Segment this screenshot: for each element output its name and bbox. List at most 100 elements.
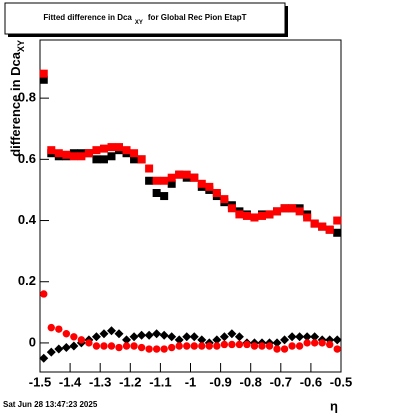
square-marker: [160, 192, 169, 201]
diamond-marker: [122, 335, 132, 345]
circle-marker: [303, 339, 311, 347]
y-tick-label: 0.2: [18, 273, 36, 288]
square-marker: [152, 176, 161, 185]
square-marker: [92, 155, 101, 164]
square-marker: [310, 219, 319, 228]
diamond-marker: [234, 332, 244, 342]
circle-marker: [160, 345, 168, 353]
diamond-marker: [99, 329, 109, 339]
title-sub: XY: [135, 20, 143, 26]
square-marker: [145, 164, 154, 173]
square-marker: [220, 195, 229, 204]
diamond-marker: [167, 332, 177, 342]
square-marker: [212, 188, 221, 197]
circle-marker: [55, 325, 63, 333]
square-marker: [160, 176, 169, 185]
square-marker: [257, 211, 266, 220]
diamond-marker: [310, 332, 320, 342]
square-marker: [77, 152, 86, 161]
x-tick-label: -0.5: [330, 374, 352, 389]
square-marker: [47, 146, 56, 155]
square-marker: [288, 204, 297, 213]
diamond-marker: [174, 335, 184, 345]
diamond-marker: [295, 332, 305, 342]
circle-marker: [130, 342, 138, 350]
square-marker: [318, 222, 327, 231]
diamond-marker: [197, 335, 207, 345]
square-marker: [99, 144, 108, 153]
x-tick-label: -1.5: [29, 374, 51, 389]
circle-marker: [175, 342, 183, 350]
square-marker: [137, 155, 146, 164]
circle-marker: [333, 345, 341, 353]
square-marker: [152, 188, 161, 197]
circle-marker: [107, 342, 116, 350]
square-marker: [62, 150, 71, 159]
square-marker: [325, 225, 334, 234]
diamond-marker: [39, 353, 49, 363]
x-tick-label: -1.4: [59, 374, 82, 389]
y-tick-label: 0.6: [18, 151, 36, 166]
circle-marker: [85, 339, 93, 347]
square-marker: [303, 213, 312, 222]
diamond-marker: [114, 329, 124, 339]
square-marker: [182, 170, 191, 179]
x-axis-label: η: [330, 398, 338, 413]
diamond-marker: [227, 329, 237, 339]
square-marker: [235, 210, 244, 219]
circle-marker: [62, 330, 71, 338]
square-marker: [227, 204, 236, 213]
diamond-marker: [280, 335, 290, 345]
square-marker: [122, 146, 131, 155]
circle-marker: [47, 323, 55, 332]
title-main: Fitted difference in Dca: [43, 13, 132, 22]
y-tick-label: 0.4: [18, 212, 37, 227]
circle-marker: [145, 345, 153, 353]
square-marker: [242, 211, 251, 220]
y-tick-label: 0: [29, 334, 36, 349]
square-marker: [107, 152, 116, 161]
square-marker: [295, 207, 304, 216]
square-marker: [39, 69, 48, 78]
diamond-marker: [302, 332, 312, 342]
diamond-marker: [272, 338, 282, 348]
square-marker: [54, 149, 63, 158]
circle-marker: [152, 345, 161, 353]
x-tick-label: -0.9: [209, 374, 231, 389]
y-label-sub: XY: [16, 40, 26, 52]
diamond-marker: [219, 332, 229, 342]
y-axis-label: difference in DcaXY: [8, 40, 26, 157]
square-marker: [115, 143, 124, 152]
diamond-marker: [144, 330, 154, 340]
square-marker: [92, 146, 101, 155]
circle-marker: [280, 345, 289, 353]
circle-marker: [205, 342, 214, 350]
square-marker: [145, 176, 154, 185]
square-marker: [130, 149, 139, 158]
square-marker: [197, 179, 206, 188]
circle-marker: [92, 342, 101, 350]
circle-marker: [40, 290, 48, 298]
x-tick-label: -0.6: [300, 374, 322, 389]
diamond-marker: [159, 330, 169, 340]
circle-marker: [167, 343, 176, 352]
square-marker: [84, 149, 93, 158]
diamond-marker: [332, 335, 342, 345]
footer-date: Sat Jun 28 13:47:23 2025: [3, 400, 98, 409]
circle-marker: [228, 340, 236, 349]
circle-marker: [318, 339, 326, 347]
diamond-marker: [54, 344, 64, 354]
diamond-marker: [61, 343, 71, 353]
diamond-marker: [91, 332, 101, 342]
circle-marker: [183, 342, 191, 350]
square-marker: [273, 207, 282, 216]
square-marker: [39, 75, 48, 84]
circle-marker: [220, 340, 229, 349]
circle-marker: [326, 340, 334, 349]
diamond-marker: [212, 335, 222, 345]
square-marker: [280, 204, 289, 213]
square-marker: [175, 170, 184, 179]
x-tick-label: -1.1: [149, 374, 171, 389]
circle-marker: [190, 342, 198, 350]
square-marker: [205, 182, 214, 191]
